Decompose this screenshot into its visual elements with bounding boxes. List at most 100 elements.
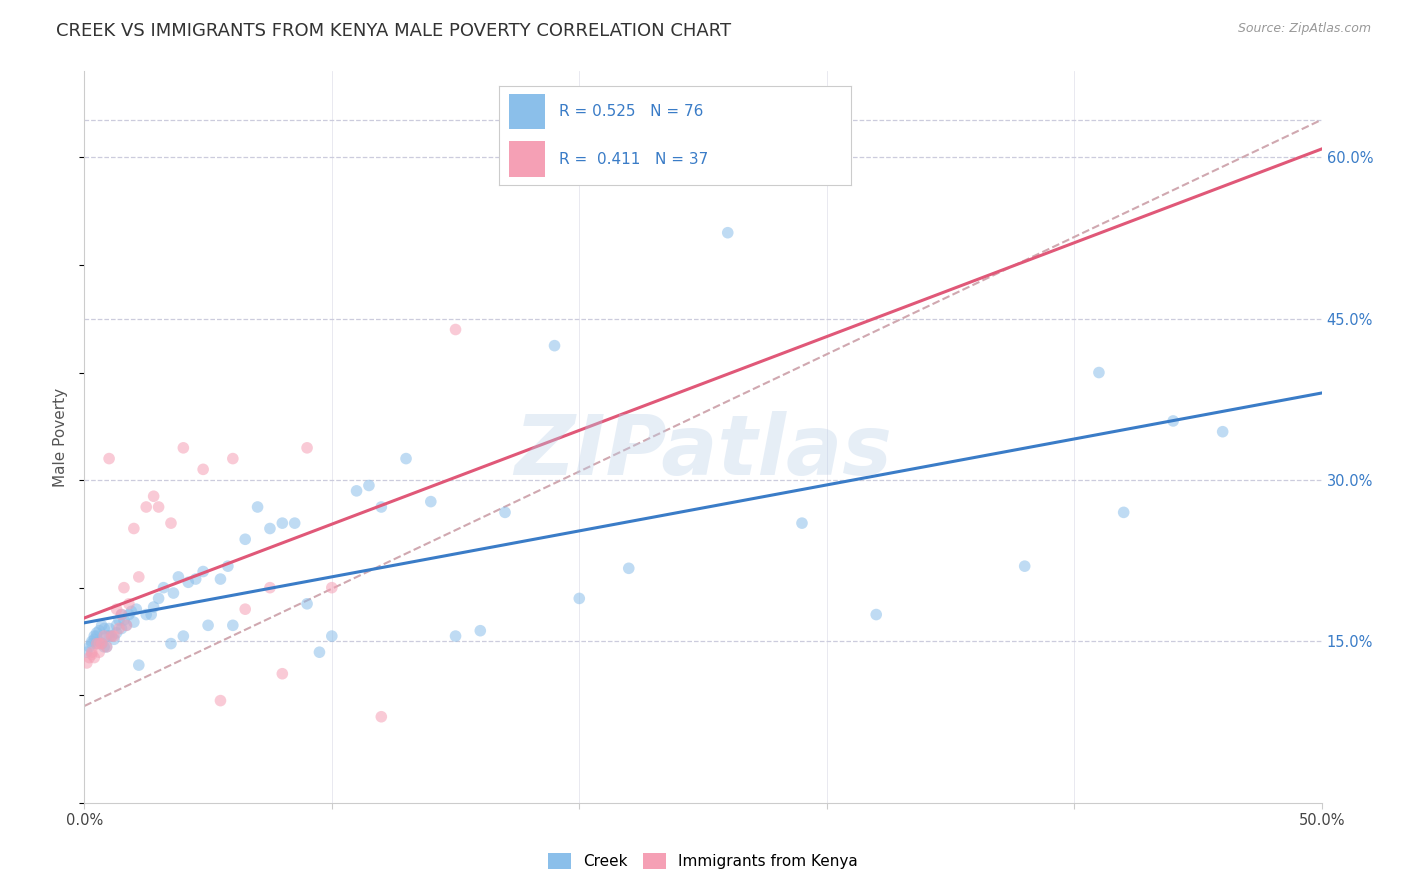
Point <box>105 618 128 632</box>
Point <box>108 613 131 627</box>
Point <box>184 572 207 586</box>
Point <box>617 561 640 575</box>
Point <box>148 500 170 514</box>
Point <box>1161 414 1184 428</box>
Point <box>96 640 118 654</box>
Point <box>271 666 294 681</box>
Point <box>89 637 111 651</box>
Point <box>135 500 157 514</box>
Point <box>122 521 145 535</box>
Point <box>346 483 368 498</box>
Point <box>110 622 132 636</box>
Point <box>89 624 111 638</box>
Point <box>93 622 115 636</box>
Point <box>89 634 111 648</box>
Point <box>865 607 887 622</box>
Point <box>1212 425 1234 439</box>
Point <box>90 618 112 632</box>
Point <box>90 637 112 651</box>
Point <box>93 629 115 643</box>
Point <box>284 516 307 530</box>
Text: CREEK VS IMMIGRANTS FROM KENYA MALE POVERTY CORRELATION CHART: CREEK VS IMMIGRANTS FROM KENYA MALE POVE… <box>56 22 731 40</box>
Point <box>295 597 318 611</box>
Point <box>115 618 138 632</box>
Point <box>89 645 111 659</box>
Point <box>105 625 128 640</box>
Point <box>167 570 190 584</box>
Point <box>395 451 418 466</box>
Point <box>419 494 441 508</box>
Point <box>103 629 125 643</box>
Point <box>717 226 740 240</box>
Point <box>115 618 138 632</box>
Point <box>568 591 591 606</box>
Point <box>494 505 516 519</box>
Point <box>1014 559 1036 574</box>
Point <box>112 613 135 627</box>
Point <box>470 624 492 638</box>
Point <box>271 516 294 530</box>
Point <box>93 640 115 654</box>
Point <box>108 622 131 636</box>
Point <box>321 581 343 595</box>
Point <box>444 322 467 336</box>
Point <box>162 586 184 600</box>
Point <box>148 591 170 606</box>
Point <box>86 629 108 643</box>
Point <box>217 559 239 574</box>
Point <box>105 602 128 616</box>
Point <box>80 637 103 651</box>
Point <box>120 604 142 618</box>
Point <box>96 640 118 654</box>
Point <box>98 451 121 466</box>
Point <box>357 478 380 492</box>
Text: ZIPatlas: ZIPatlas <box>515 411 891 492</box>
Point <box>110 607 132 622</box>
Point <box>83 629 105 643</box>
Point <box>142 600 165 615</box>
Point <box>444 629 467 643</box>
Point <box>79 650 101 665</box>
Point <box>209 693 232 707</box>
Point <box>152 581 174 595</box>
Point <box>308 645 330 659</box>
Point <box>76 656 98 670</box>
Point <box>135 607 157 622</box>
Legend: Creek, Immigrants from Kenya: Creek, Immigrants from Kenya <box>541 847 865 875</box>
Point <box>96 629 118 643</box>
Point <box>79 640 101 654</box>
Point <box>177 575 200 590</box>
Point <box>370 710 392 724</box>
Point <box>790 516 813 530</box>
Point <box>83 650 105 665</box>
Point <box>191 565 214 579</box>
Point <box>90 637 112 651</box>
Point <box>142 489 165 503</box>
Point <box>222 618 245 632</box>
Point <box>100 629 122 643</box>
Point <box>209 572 232 586</box>
Point <box>83 632 105 647</box>
Point <box>98 622 121 636</box>
Point <box>86 625 108 640</box>
Point <box>110 607 132 622</box>
Point <box>160 516 183 530</box>
Point <box>259 521 281 535</box>
Point <box>125 602 148 616</box>
Point <box>222 451 245 466</box>
Point <box>76 645 98 659</box>
Point <box>128 658 150 673</box>
Point <box>233 533 256 547</box>
Point <box>233 602 256 616</box>
Point <box>160 637 183 651</box>
Point <box>103 632 125 647</box>
Point <box>100 629 122 643</box>
Point <box>172 441 194 455</box>
Point <box>118 597 141 611</box>
Point <box>141 607 163 622</box>
Point <box>80 634 103 648</box>
Point <box>86 637 108 651</box>
Text: Source: ZipAtlas.com: Source: ZipAtlas.com <box>1237 22 1371 36</box>
Y-axis label: Male Poverty: Male Poverty <box>53 387 69 487</box>
Point <box>295 441 318 455</box>
